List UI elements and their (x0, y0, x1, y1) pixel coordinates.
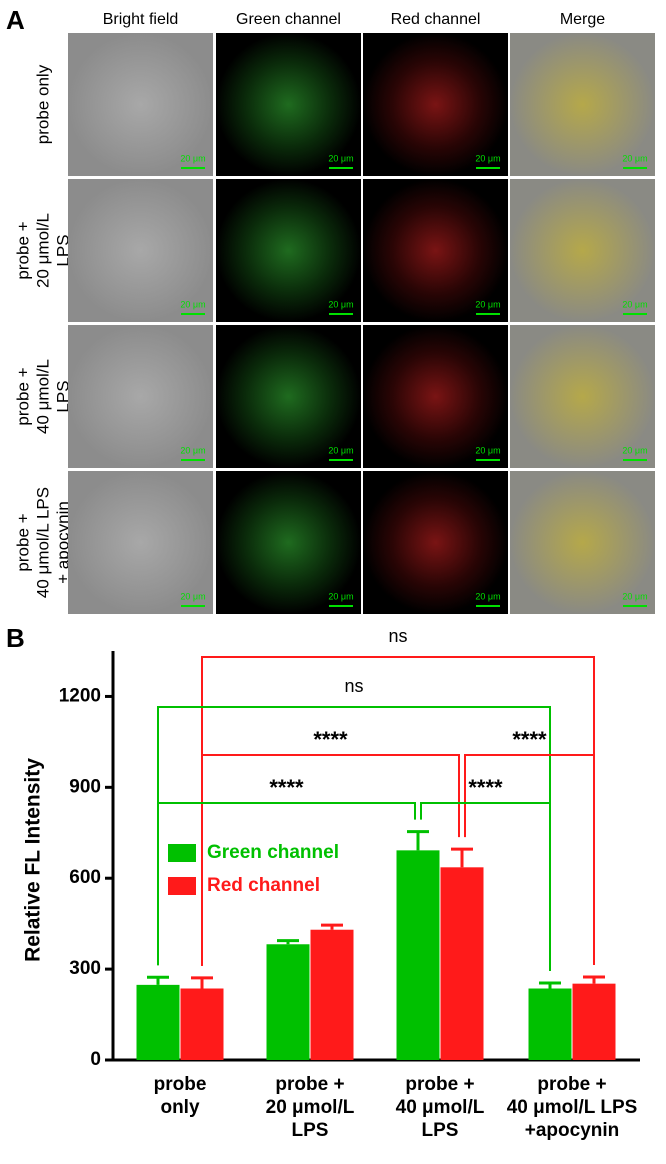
significance-bracket (464, 754, 595, 965)
bar (528, 988, 572, 1060)
x-tick-label: 40 μmol/L (396, 1097, 485, 1118)
y-axis-label: Relative FL Intensity (22, 758, 45, 962)
row-label-line: 40 μmol/L LPS (33, 487, 52, 598)
scale-bar-label: 20 μm (328, 445, 353, 455)
y-tick-label: 900 (69, 776, 101, 797)
micrograph (216, 471, 361, 614)
x-tick-label: +apocynin (525, 1120, 620, 1141)
row-label-line: + apocynin (53, 501, 72, 584)
column-header: Bright field (103, 11, 179, 28)
bar (310, 929, 354, 1060)
legend-swatch (168, 844, 196, 862)
scale-bar-label: 20 μm (180, 445, 205, 455)
significance-bracket (157, 706, 551, 972)
micrograph (68, 33, 213, 176)
row-label-line: 40 μmol/L (33, 359, 52, 434)
scale-bar-label: 20 μm (475, 445, 500, 455)
micrograph (68, 325, 213, 468)
significance-label: **** (512, 727, 547, 752)
legend-swatch (168, 877, 196, 895)
row-label: probe +20 μmol/L LPS (13, 213, 72, 288)
significance-bracket (157, 802, 416, 966)
panel-label: A (6, 5, 25, 35)
scale-bar-label: 20 μm (328, 299, 353, 309)
row-label-line: LPS (53, 234, 72, 266)
x-tick-label: probe + (275, 1074, 344, 1095)
x-tick-label: LPS (292, 1120, 329, 1141)
x-tick-label: only (160, 1097, 199, 1118)
scale-bar-label: 20 μm (475, 153, 500, 163)
x-tick-label: 20 μmol/L (266, 1097, 355, 1118)
y-tick-label: 1200 (59, 685, 101, 706)
bar (266, 944, 310, 1060)
row-label-line: probe + (13, 367, 32, 425)
micrograph (216, 33, 361, 176)
column-header: Merge (560, 11, 605, 28)
row-label: probe +40 μmol/L LPS + apocynin (13, 487, 72, 598)
micrograph (68, 471, 213, 614)
row-label-line: probe only (33, 64, 52, 144)
scale-bar-label: 20 μm (328, 153, 353, 163)
bar (396, 850, 440, 1060)
micrograph (363, 179, 508, 322)
micrograph (510, 179, 655, 322)
row-label-line: 20 μmol/L (33, 213, 52, 288)
scale-bar-label: 20 μm (475, 591, 500, 601)
scale-bar-label: 20 μm (475, 299, 500, 309)
significance-label: **** (468, 775, 503, 800)
bar (136, 984, 180, 1060)
panel-label: B (6, 623, 25, 653)
micrograph (510, 33, 655, 176)
scale-bar-label: 20 μm (180, 591, 205, 601)
x-tick-label: 40 μmol/L LPS (507, 1097, 638, 1118)
micrograph (363, 325, 508, 468)
significance-label: ns (388, 626, 407, 646)
column-header: Red channel (391, 11, 481, 28)
bar (180, 988, 224, 1060)
micrograph (363, 471, 508, 614)
micrograph (68, 179, 213, 322)
scale-bar-label: 20 μm (180, 153, 205, 163)
x-tick-label: probe + (405, 1074, 474, 1095)
scale-bar-label: 20 μm (622, 591, 647, 601)
scale-bar-label: 20 μm (180, 299, 205, 309)
significance-label: **** (313, 727, 348, 752)
significance-bracket (201, 754, 460, 966)
row-label-line: LPS (53, 380, 72, 412)
scale-bar-label: 20 μm (622, 445, 647, 455)
row-label: probe only (33, 64, 52, 144)
row-label-line: probe + (13, 513, 32, 571)
scale-bar-label: 20 μm (328, 591, 353, 601)
y-tick-label: 600 (69, 867, 101, 888)
micrograph (216, 325, 361, 468)
scale-bar-label: 20 μm (622, 299, 647, 309)
column-header: Green channel (236, 11, 341, 28)
y-tick-label: 0 (90, 1049, 101, 1070)
legend-label: Green channel (207, 842, 339, 863)
x-tick-label: probe (154, 1074, 207, 1095)
legend-label: Red channel (207, 875, 320, 896)
row-label: probe +40 μmol/L LPS (13, 359, 72, 434)
significance-label: ns (344, 676, 363, 696)
micrograph (510, 471, 655, 614)
micrograph (363, 33, 508, 176)
bar (440, 867, 484, 1060)
y-tick-label: 300 (69, 958, 101, 979)
x-tick-label: LPS (422, 1120, 459, 1141)
micrograph (216, 179, 361, 322)
bar (572, 983, 616, 1060)
significance-bracket (420, 802, 551, 972)
significance-label: **** (269, 775, 304, 800)
row-label-line: probe + (13, 221, 32, 279)
scale-bar-label: 20 μm (622, 153, 647, 163)
micrograph (510, 325, 655, 468)
x-tick-label: probe + (537, 1074, 606, 1095)
